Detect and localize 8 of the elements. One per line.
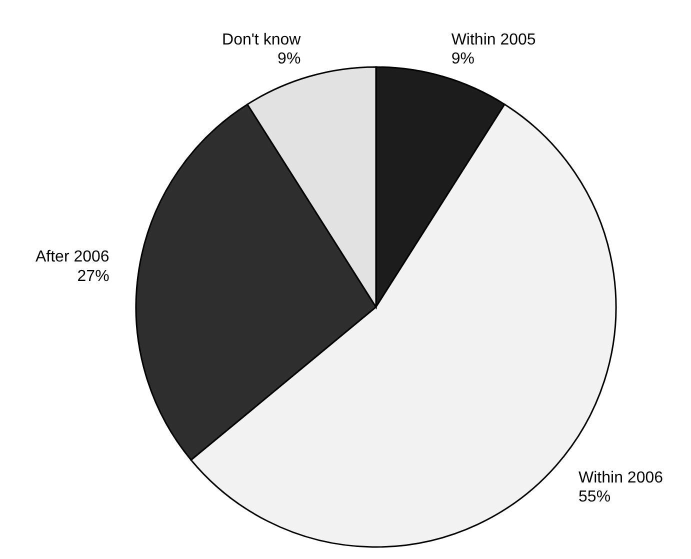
slice-label: Within 2006	[578, 469, 664, 486]
data-label: 27%	[77, 268, 110, 285]
slice-label: Don't know	[222, 32, 302, 49]
data-label: 9%	[451, 50, 474, 68]
data-label: 55%	[578, 488, 611, 506]
data-label: 9%	[278, 50, 301, 68]
slice-label: Within 2005	[451, 32, 536, 49]
slice-label: After 2006	[35, 248, 110, 266]
